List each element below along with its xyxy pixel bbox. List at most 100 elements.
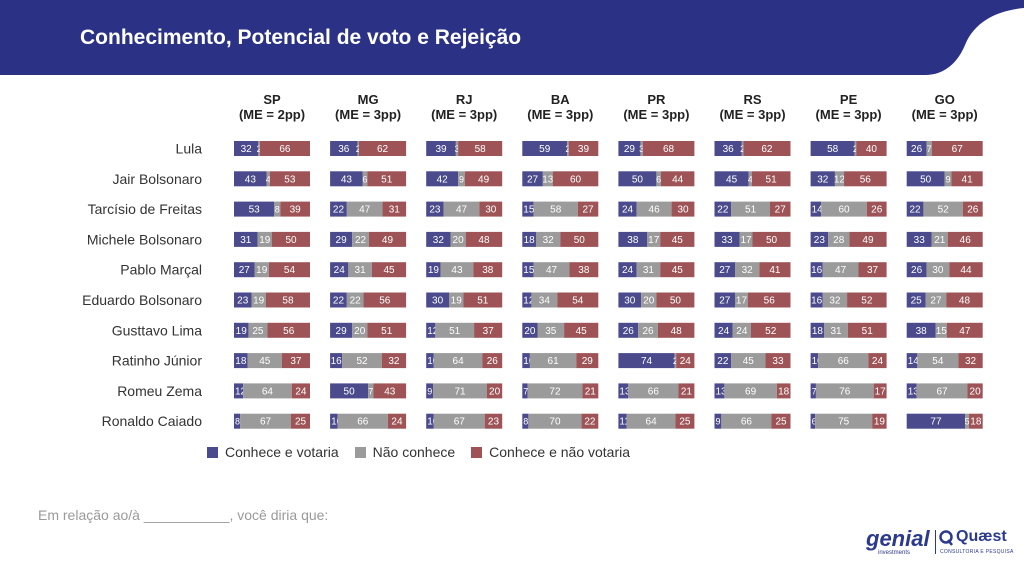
bar-segment-conhece-nao-votaria — [552, 171, 599, 187]
data-label-conhece-nao-votaria: 26 — [967, 205, 979, 216]
row-label: Lula — [176, 141, 203, 157]
data-label-nao-conhece: 2 — [740, 144, 745, 154]
data-label-nao-conhece: 47 — [359, 205, 371, 216]
data-label-nao-conhece: 31 — [830, 326, 842, 337]
bar-segment-conhece-nao-votaria — [872, 413, 887, 429]
data-label-nao-conhece: 47 — [456, 205, 468, 216]
data-label-nao-conhece: 25 — [252, 326, 264, 337]
bar-segment-conhece-nao-votaria — [947, 231, 983, 247]
bar-segment-conhece-nao-votaria — [743, 141, 791, 156]
data-label-conhece-votaria: 15 — [523, 205, 535, 216]
data-label-conhece-nao-votaria: 50 — [574, 235, 586, 246]
bar-segment-nao-conhece — [527, 383, 583, 399]
data-label-conhece-votaria: 36 — [338, 144, 350, 155]
bar-segment-conhece-votaria — [618, 171, 657, 187]
data-label-conhece-votaria: 14 — [908, 356, 920, 367]
bar-segment-conhece-votaria — [618, 353, 675, 369]
data-label-conhece-votaria: 74 — [641, 356, 653, 367]
data-label-nao-conhece: 8 — [275, 205, 280, 215]
bar-segment-nao-conhece — [731, 353, 766, 369]
data-label-conhece-votaria: 22 — [333, 205, 345, 216]
data-label-nao-conhece: 20 — [643, 296, 655, 307]
bar-segment-conhece-nao-votaria — [946, 322, 983, 338]
data-label-conhece-votaria: 45 — [726, 174, 738, 185]
bar-segment-conhece-nao-votaria — [464, 171, 503, 187]
bar-segment-conhece-votaria — [426, 231, 451, 247]
data-label-conhece-nao-votaria: 20 — [970, 386, 982, 397]
bar-segment-conhece-nao-votaria — [656, 292, 695, 308]
legend-label-nao-conhece: Não conhece — [372, 444, 456, 460]
data-label-conhece-nao-votaria: 40 — [866, 144, 878, 155]
bar-segment-conhece-votaria — [426, 141, 456, 156]
data-label-nao-conhece: 7 — [368, 386, 373, 396]
data-label-conhece-votaria: 58 — [827, 144, 839, 155]
bar-segment-nao-conhece — [923, 201, 963, 217]
bar-segment-nao-conhece — [815, 413, 873, 429]
bar-segment-conhece-votaria — [714, 413, 722, 429]
data-label-conhece-nao-votaria: 68 — [663, 144, 675, 155]
data-label-nao-conhece: 46 — [649, 205, 661, 216]
data-label-conhece-votaria: 77 — [930, 417, 942, 428]
bar-segment-conhece-votaria — [618, 413, 627, 429]
bar-segment-conhece-votaria — [522, 201, 534, 217]
data-label-nao-conhece: 7 — [927, 144, 932, 154]
bar-segment-nao-conhece — [352, 231, 369, 247]
data-label-conhece-nao-votaria: 45 — [383, 265, 395, 276]
bar-segment-nao-conhece — [739, 231, 753, 247]
bar-segment-conhece-votaria — [522, 383, 528, 399]
data-label-conhece-nao-votaria: 54 — [284, 265, 296, 276]
bar-segment-nao-conhece — [926, 141, 932, 156]
header-background — [0, 0, 1024, 75]
bar-segment-conhece-votaria — [330, 171, 363, 187]
data-label-nao-conhece: 45 — [743, 356, 755, 367]
bar-segment-conhece-votaria — [234, 141, 259, 156]
bar-segment-conhece-nao-votaria — [267, 322, 310, 338]
data-label-nao-conhece: 35 — [545, 326, 557, 337]
margin-of-error-label: (ME = 3pp) — [719, 107, 785, 122]
data-label-nao-conhece: 20 — [354, 326, 366, 337]
bar-segment-conhece-votaria — [522, 262, 534, 278]
data-label-conhece-votaria: 26 — [623, 326, 635, 337]
data-label-conhece-nao-votaria: 24 — [680, 356, 692, 367]
data-label-conhece-votaria: 8 — [235, 417, 240, 427]
bar-segment-conhece-votaria — [810, 141, 855, 156]
data-label-nao-conhece: 27 — [930, 296, 942, 307]
data-label-nao-conhece: 30 — [932, 265, 944, 276]
bar-segment-conhece-nao-votaria — [868, 353, 887, 369]
data-label-conhece-votaria: 32 — [241, 144, 253, 155]
data-label-nao-conhece: 66 — [357, 417, 369, 428]
data-label-conhece-votaria: 10 — [427, 417, 439, 428]
bar-segment-conhece-nao-votaria — [765, 353, 791, 369]
bar-segment-conhece-votaria — [906, 141, 927, 156]
data-label-nao-conhece: 66 — [741, 417, 753, 428]
bar-segment-conhece-votaria — [330, 262, 349, 278]
bar-segment-conhece-votaria — [810, 322, 825, 338]
data-label-conhece-votaria: 18 — [235, 356, 247, 367]
bar-segment-conhece-nao-votaria — [750, 322, 791, 338]
bar-segment-nao-conhece — [433, 353, 483, 369]
data-label-conhece-nao-votaria: 51 — [766, 174, 778, 185]
row-label: Ratinho Júnior — [112, 353, 203, 369]
data-label-conhece-nao-votaria: 49 — [382, 235, 394, 246]
row-label: Tarcísio de Freitas — [88, 201, 202, 217]
bar-segment-conhece-nao-votaria — [371, 262, 407, 278]
bar-segment-conhece-nao-votaria — [931, 141, 983, 156]
bar-segment-conhece-votaria — [522, 292, 532, 308]
bar-segment-nao-conhece — [931, 231, 948, 247]
bar-segment-nao-conhece — [822, 262, 859, 278]
bar-segment-nao-conhece — [822, 292, 848, 308]
data-label-conhece-nao-votaria: 60 — [570, 174, 582, 185]
bar-segment-conhece-nao-votaria — [387, 413, 407, 429]
row-label: Michele Bolsonaro — [87, 231, 202, 247]
margin-of-error-label: (ME = 3pp) — [431, 107, 497, 122]
data-label-conhece-votaria: 42 — [437, 174, 449, 185]
data-label-conhece-votaria: 7 — [523, 386, 528, 396]
bar-segment-conhece-votaria — [714, 231, 740, 247]
data-label-conhece-votaria: 24 — [622, 205, 634, 216]
data-label-conhece-nao-votaria: 49 — [478, 174, 490, 185]
bar-segment-conhece-votaria — [714, 141, 742, 156]
bar-segment-nao-conhece — [818, 353, 869, 369]
bar-segment-conhece-votaria — [330, 383, 369, 399]
quaest-icon — [939, 530, 953, 546]
bar-segment-conhece-nao-votaria — [660, 171, 695, 187]
